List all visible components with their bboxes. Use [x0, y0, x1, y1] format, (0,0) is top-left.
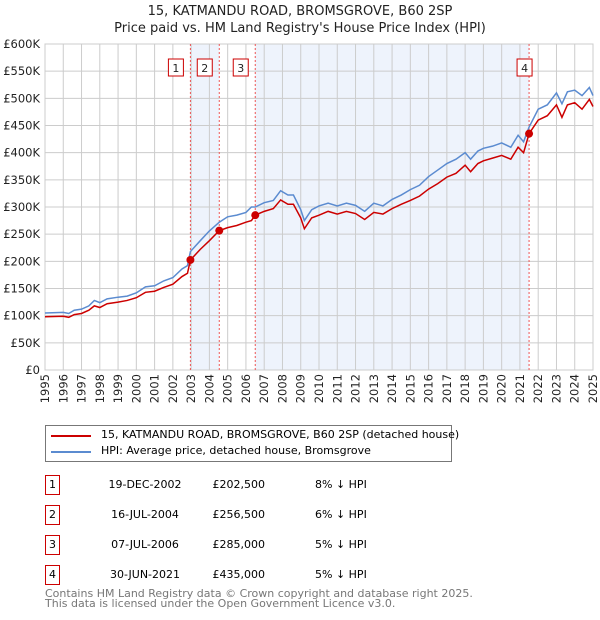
- x-tick-label: 2023: [549, 374, 563, 403]
- y-tick-label: £250K: [3, 227, 40, 241]
- sale-label: 3: [237, 62, 244, 75]
- legend: 15, KATMANDU ROAD, BROMSGROVE, B60 2SP (…: [45, 425, 459, 462]
- sale-label-box: [196, 58, 213, 77]
- x-tick-label: 2017: [440, 374, 454, 403]
- x-tick-label: 2014: [385, 374, 399, 403]
- sale-label-box: [232, 58, 249, 77]
- sale-hpi-diff: 6% ↓ HPI: [315, 508, 367, 521]
- x-tick-label: 1997: [75, 374, 89, 403]
- y-tick-label: £600K: [3, 37, 40, 51]
- x-tick-label: 2003: [184, 374, 198, 403]
- x-tick-label: 1996: [56, 374, 70, 403]
- legend-swatch: [51, 435, 91, 437]
- chart-title: 15, KATMANDU ROAD, BROMSGROVE, B60 2SP: [147, 4, 453, 19]
- legend-label: HPI: Average price, detached house, Brom…: [101, 444, 371, 457]
- x-tick-label: 2004: [202, 374, 216, 403]
- sale-label-box: [167, 58, 184, 77]
- x-tick-label: 2000: [129, 374, 143, 403]
- sale-hpi-diff: 5% ↓ HPI: [315, 568, 367, 581]
- sale-price: £435,000: [212, 568, 266, 581]
- sale-hpi-diff: 5% ↓ HPI: [315, 538, 367, 551]
- sale-date: 16-JUL-2004: [111, 508, 179, 521]
- sale-point: [525, 129, 534, 138]
- footer-copyright: Contains HM Land Registry data © Crown c…: [45, 587, 473, 600]
- y-tick-label: £100K: [3, 309, 40, 323]
- x-tick-label: 2007: [257, 374, 271, 403]
- x-tick-label: 2002: [166, 374, 180, 403]
- legend-swatch: [51, 451, 91, 453]
- sale-date: 30-JUN-2021: [109, 568, 181, 581]
- sale-date: 07-JUL-2006: [111, 538, 179, 551]
- x-tick-label: 2024: [568, 374, 582, 403]
- sale-label: 1: [172, 62, 179, 75]
- sale-number-box: 3: [45, 535, 60, 555]
- x-tick-label: 2019: [476, 374, 490, 403]
- sale-price: £285,000: [212, 538, 266, 551]
- x-tick-label: 2005: [221, 374, 235, 403]
- sale-point: [186, 255, 195, 264]
- x-tick-label: 2018: [458, 374, 472, 403]
- x-tick-label: 2022: [531, 374, 545, 403]
- y-tick-label: £150K: [3, 282, 40, 296]
- y-tick-label: £500K: [3, 91, 40, 105]
- legend-label: 15, KATMANDU ROAD, BROMSGROVE, B60 2SP (…: [101, 428, 460, 441]
- sale-number-box: 1: [45, 475, 60, 495]
- sale-label-box: [516, 58, 533, 77]
- x-tick-label: 2015: [403, 374, 417, 403]
- x-tick-label: 2016: [422, 374, 436, 403]
- property-price-line: [44, 98, 594, 319]
- hpi-line: [44, 86, 594, 315]
- x-tick-label: 1995: [38, 374, 52, 403]
- x-tick-label: 2025: [586, 374, 600, 403]
- sale-number-box: 2: [45, 505, 60, 525]
- sale-point: [251, 211, 260, 220]
- sale-date: 19-DEC-2002: [108, 478, 182, 491]
- footer-licence: This data is licensed under the Open Gov…: [45, 597, 396, 610]
- x-tick-label: 2001: [148, 374, 162, 403]
- price-chart: £0 £50K £100K £150K £200K £250K £300K £350K £400…: [3, 37, 600, 403]
- sale-price: £202,500: [212, 478, 266, 491]
- sale-point: [215, 226, 224, 235]
- x-tick-label: 2010: [312, 374, 326, 403]
- x-tick-label: 2009: [294, 374, 308, 403]
- sale-number-box: 4: [45, 565, 60, 585]
- sale-price: £256,500: [212, 508, 266, 521]
- x-tick-label: 2020: [495, 374, 509, 403]
- x-tick-label: 2008: [275, 374, 289, 403]
- y-tick-label: £350K: [3, 173, 40, 187]
- y-tick-label: £400K: [3, 146, 40, 160]
- x-tick-label: 2006: [239, 374, 253, 403]
- y-tick-label: £50K: [11, 336, 41, 350]
- plot-frame: [44, 43, 594, 371]
- sale-label: 2: [201, 62, 208, 75]
- sale-hpi-diff: 8% ↓ HPI: [315, 478, 367, 491]
- x-tick-label: 2011: [330, 374, 344, 403]
- x-tick-label: 2012: [349, 374, 363, 403]
- y-tick-label: £0: [25, 363, 40, 377]
- x-tick-label: 2013: [367, 374, 381, 403]
- y-tick-label: £200K: [3, 254, 40, 268]
- y-tick-label: £300K: [3, 200, 40, 214]
- chart-subtitle: Price paid vs. HM Land Registry's House …: [114, 21, 486, 36]
- x-tick-label: 1998: [93, 374, 107, 403]
- x-tick-label: 1999: [111, 374, 125, 403]
- y-tick-label: £550K: [3, 64, 40, 78]
- y-tick-label: £450K: [3, 119, 40, 133]
- sale-label: 4: [521, 62, 528, 75]
- x-tick-label: 2021: [513, 374, 527, 403]
